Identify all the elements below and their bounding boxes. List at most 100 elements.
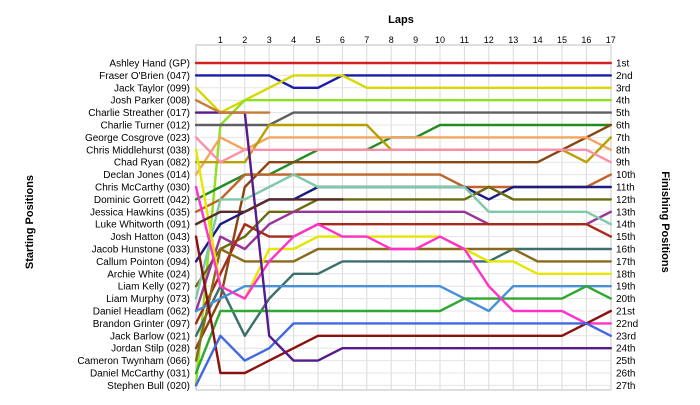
finish-position-label: 16th xyxy=(616,245,635,256)
start-position-label: Jordan Stilp (028) xyxy=(111,344,190,355)
finish-position-label: 9th xyxy=(616,158,630,169)
start-position-label: Josh Parker (008) xyxy=(111,96,190,107)
lap-tick-label: 2 xyxy=(242,35,247,45)
start-position-label: Fraser O'Brien (047) xyxy=(99,71,190,82)
finish-position-label: 13th xyxy=(616,207,635,218)
start-position-label: Jessica Hawkins (035) xyxy=(90,207,190,218)
lap-tick-label: 4 xyxy=(291,35,296,45)
driver-position-line xyxy=(194,198,344,226)
driver-position-line xyxy=(194,285,612,375)
start-position-label: Charlie Turner (012) xyxy=(101,121,190,132)
start-position-label: Luke Whitworth (091) xyxy=(95,220,190,231)
driver-position-line xyxy=(194,235,612,375)
start-position-label: Jack Barlow (021) xyxy=(110,331,190,342)
lap-tick-label: 10 xyxy=(435,35,445,45)
driver-position-line xyxy=(194,136,612,164)
finish-position-label: 15th xyxy=(616,232,635,243)
start-position-label: Callum Pointon (094) xyxy=(96,257,190,268)
lap-tick-label: 12 xyxy=(484,35,494,45)
driver-series xyxy=(194,61,612,387)
finish-position-label: 4th xyxy=(616,96,630,107)
start-position-label: Jack Taylor (099) xyxy=(114,83,190,94)
finish-position-label: 8th xyxy=(616,145,630,156)
finish-position-label: 27th xyxy=(616,381,635,392)
start-position-label: Chris McCarthy (030) xyxy=(95,183,190,194)
driver-position-line xyxy=(194,185,612,288)
start-position-label: Stephen Bull (020) xyxy=(107,381,190,392)
lap-tick-label: 17 xyxy=(606,35,616,45)
finish-position-label: 10th xyxy=(616,170,635,181)
start-position-label: Daniel McCarthy (031) xyxy=(90,369,190,380)
finish-position-label: 14th xyxy=(616,220,635,231)
plot-area xyxy=(195,44,612,391)
start-position-labels: Ashley Hand (GP)Fraser O'Brien (047)Jack… xyxy=(77,59,190,392)
start-position-label: Josh Hatton (043) xyxy=(111,232,191,243)
start-position-label: Chad Ryan (082) xyxy=(114,158,190,169)
finish-position-label: 23rd xyxy=(616,331,636,342)
start-position-label: Brandon Grinter (097) xyxy=(93,319,190,330)
driver-position-line xyxy=(194,173,612,300)
finish-position-labels: 1st2nd3rd4th5th6th7th8th9th10th11th12th1… xyxy=(616,59,638,392)
finish-position-label: 1st xyxy=(616,59,630,70)
finish-position-label: 6th xyxy=(616,121,630,132)
start-position-label: Archie White (024) xyxy=(107,269,190,280)
plot-frame xyxy=(195,44,612,391)
lap-tick-label: 13 xyxy=(508,35,518,45)
start-position-label: Cameron Twynham (066) xyxy=(77,356,190,367)
driver-position-line xyxy=(194,223,612,325)
finish-position-label: 11th xyxy=(616,183,635,194)
lap-tick-label: 5 xyxy=(315,35,320,45)
driver-position-line xyxy=(194,99,612,387)
right-axis-label: Finishing Positions xyxy=(659,171,671,272)
start-position-label: George Cosgrove (023) xyxy=(85,133,190,144)
driver-position-line xyxy=(194,123,612,350)
finish-position-label: 17th xyxy=(616,257,635,268)
start-position-label: Declan Jones (014) xyxy=(103,170,190,181)
chart-title: Laps xyxy=(388,14,414,26)
finish-position-label: 26th xyxy=(616,369,635,380)
lap-tick-label: 3 xyxy=(267,35,272,45)
lap-tick-label: 8 xyxy=(389,35,394,45)
finish-position-label: 2nd xyxy=(616,71,633,82)
finish-position-label: 22nd xyxy=(616,319,638,330)
lap-tick-label: 9 xyxy=(413,35,418,45)
lap-tick-label: 1 xyxy=(218,35,223,45)
start-position-label: Ashley Hand (GP) xyxy=(109,59,190,70)
driver-position-line xyxy=(194,74,612,114)
finish-position-label: 19th xyxy=(616,282,635,293)
lap-tick-label: 7 xyxy=(364,35,369,45)
finish-position-label: 3rd xyxy=(616,83,630,94)
lap-tick-label: 14 xyxy=(533,35,543,45)
finish-position-label: 5th xyxy=(616,108,630,119)
lap-tick-label: 15 xyxy=(557,35,567,45)
start-position-label: Chris Middlehurst (038) xyxy=(86,145,190,156)
start-position-label: Dominic Gorrett (042) xyxy=(94,195,190,206)
driver-position-line xyxy=(194,185,612,325)
driver-position-line xyxy=(194,111,612,362)
driver-position-line xyxy=(194,285,612,313)
finish-position-label: 7th xyxy=(616,133,630,144)
finish-position-label: 20th xyxy=(616,294,635,305)
finish-position-label: 25th xyxy=(616,356,635,367)
finish-position-label: 21st xyxy=(616,307,635,318)
driver-position-line xyxy=(194,136,612,176)
start-position-label: Liam Kelly (027) xyxy=(118,282,190,293)
start-position-label: Daniel Headlam (062) xyxy=(93,307,190,318)
lap-tick-label: 6 xyxy=(340,35,345,45)
start-position-label: Charlie Streather (017) xyxy=(88,108,190,119)
finish-position-label: 12th xyxy=(616,195,635,206)
lap-tick-label: 11 xyxy=(460,35,469,45)
driver-position-line xyxy=(194,322,612,387)
start-position-label: Jacob Hunstone (033) xyxy=(92,245,190,256)
finish-position-label: 24th xyxy=(616,344,635,355)
finish-position-label: 18th xyxy=(616,269,635,280)
driver-position-line xyxy=(194,111,612,127)
driver-position-line xyxy=(194,99,271,114)
lap-tick-labels: 1 2 3 4 5 6 7 8 9 10 11 12 13 14 15 16 17 xyxy=(218,35,616,45)
left-axis-label: Starting Positions xyxy=(24,175,36,269)
driver-position-line xyxy=(194,74,612,89)
start-position-label: Liam Murphy (073) xyxy=(106,294,190,305)
lap-tick-label: 16 xyxy=(581,35,591,45)
driver-position-line xyxy=(194,148,612,300)
